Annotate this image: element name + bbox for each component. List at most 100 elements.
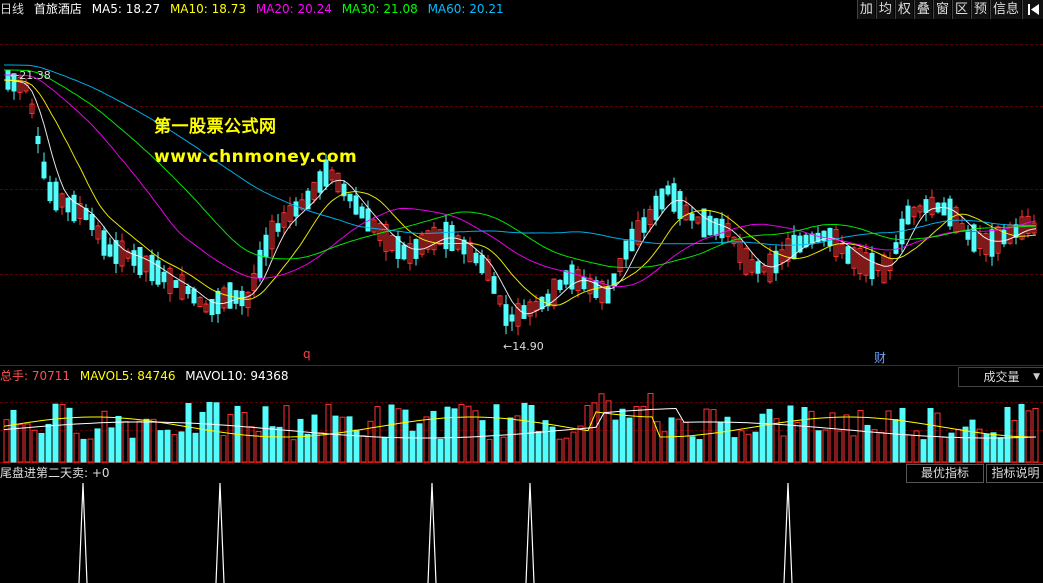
candle-body [599, 280, 605, 304]
candle-body [461, 239, 467, 255]
volume-bar [255, 431, 262, 463]
candle-body [455, 235, 461, 250]
volume-bar [437, 438, 444, 463]
volume-bar [815, 430, 822, 463]
candle-body [947, 198, 953, 227]
watermark-url: www.chnmoney.com [154, 147, 358, 167]
volume-bar [507, 417, 514, 463]
range-button[interactable]: 区 [951, 0, 970, 19]
ma20-value: MA20: 20.24 [255, 2, 332, 16]
volume-bar [262, 406, 269, 463]
candle-body [995, 226, 1001, 254]
volume-bar [696, 439, 703, 463]
volume-bar [10, 409, 17, 463]
volume-bar [206, 401, 213, 463]
indicator-help-button[interactable]: 指标说明 [986, 464, 1043, 483]
candle-body [257, 249, 263, 279]
candle-body [359, 206, 365, 219]
volume-bar [430, 410, 437, 463]
volume-bar [1018, 403, 1025, 463]
event-marker-q[interactable]: q [303, 347, 311, 361]
volume-bar [339, 416, 346, 463]
volume-bar [843, 414, 850, 463]
volume-bar [794, 421, 801, 463]
volume-bar [633, 406, 640, 463]
candle-body [545, 293, 551, 307]
candle-body [671, 183, 677, 212]
candle-body [161, 271, 167, 283]
candle-body [71, 194, 77, 222]
stock-name: 首旅酒店 [33, 2, 82, 16]
candle-body [101, 230, 107, 256]
volume-bar [654, 421, 661, 463]
add-button[interactable]: 加 [856, 0, 875, 19]
candle-body [185, 285, 191, 295]
volume-bar [885, 410, 892, 463]
period-label[interactable]: 日线 [0, 2, 25, 16]
candle-body [845, 246, 851, 264]
ma30-value: MA30: 21.08 [341, 2, 418, 16]
indicator-select-value: 成交量 [983, 370, 1020, 384]
volume-bar [619, 408, 626, 463]
average-button[interactable]: 均 [875, 0, 894, 19]
volume-bar [598, 393, 605, 463]
volume-bar [360, 435, 367, 463]
best-indicator-button[interactable]: 最优指标 [906, 464, 984, 483]
candle-body [677, 191, 683, 219]
grid-line [0, 189, 1043, 190]
info-button[interactable]: 信息 [989, 0, 1021, 19]
right-arrow-icon[interactable] [1022, 0, 1043, 19]
signal-spike [783, 482, 793, 583]
volume-bar [647, 393, 654, 463]
volume-bar [906, 434, 913, 463]
candle-body [563, 270, 569, 285]
candle-body [59, 193, 65, 208]
volume-bar [752, 431, 759, 463]
volume-bar [892, 419, 899, 463]
volume-bar [192, 432, 199, 463]
candle-body [323, 159, 329, 187]
candle-body [755, 261, 761, 274]
volume-bar [346, 416, 353, 463]
volume-bar [990, 432, 997, 463]
volume-bar [416, 423, 423, 463]
volume-bar [332, 415, 339, 463]
volume-bar [150, 418, 157, 463]
candle-body [419, 234, 425, 255]
finance-marker[interactable]: 财 [874, 351, 887, 365]
volume-bar [626, 417, 633, 463]
candle-body [167, 267, 173, 295]
volume-bar [38, 432, 45, 463]
chart-toolbar: 加 均 权 叠 窗 区 预 信息 [856, 0, 1043, 20]
signal-spike [78, 482, 88, 583]
overlay-button[interactable]: 叠 [913, 0, 932, 19]
volume-bar [591, 402, 598, 463]
preview-button[interactable]: 预 [970, 0, 989, 19]
candle-body [377, 223, 383, 241]
candle-body [785, 238, 791, 262]
candle-body [119, 240, 125, 267]
indicator-select[interactable]: 成交量 ▼ [958, 367, 1043, 387]
mavol10-value: MAVOL10: 94368 [185, 369, 289, 383]
candle-body [155, 260, 161, 285]
volume-bar [129, 437, 136, 463]
indicator-header: 尾盘进第二天卖: +0 [0, 464, 116, 482]
volume-bar [556, 438, 563, 463]
candle-body [839, 243, 845, 255]
candle-body [971, 224, 977, 252]
ma-line [4, 69, 1037, 269]
candle-body [551, 278, 557, 307]
signal-spike [525, 482, 535, 583]
volume-header: 总手: 70711 MAVOL5: 84746 MAVOL10: 94368 [0, 367, 295, 385]
ma5-value: MA5: 18.27 [91, 2, 161, 16]
candle-body [617, 257, 623, 273]
volume-bar [241, 412, 248, 463]
candle-body [1001, 229, 1007, 245]
volume-bar [780, 435, 787, 463]
panel-divider [0, 365, 1043, 366]
volume-bar [94, 428, 101, 463]
rights-button[interactable]: 权 [894, 0, 913, 19]
candle-body [209, 298, 215, 316]
window-button[interactable]: 窗 [932, 0, 951, 19]
